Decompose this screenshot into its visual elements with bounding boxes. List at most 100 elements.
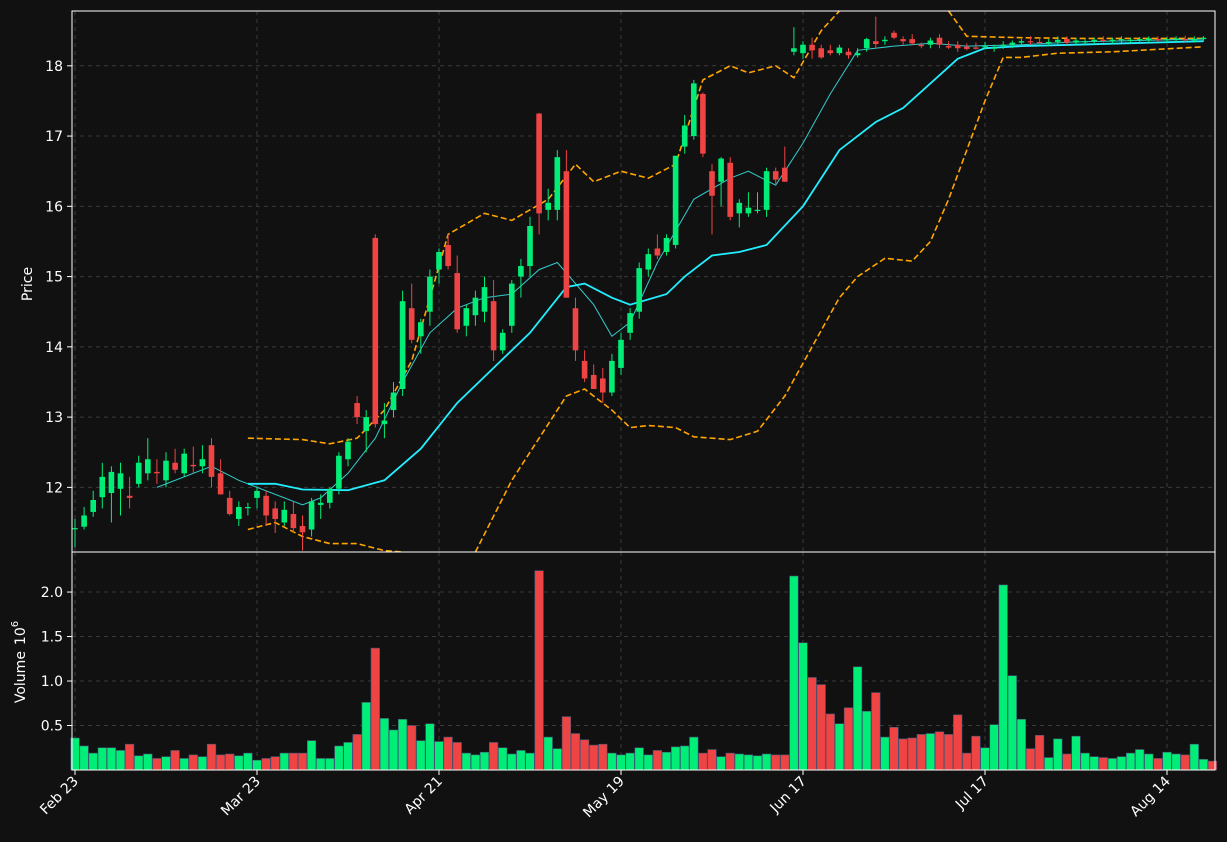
candle-body	[254, 490, 260, 498]
candle-body	[1064, 39, 1070, 43]
candle-body	[90, 500, 96, 512]
volume-bar	[1044, 757, 1054, 771]
volume-bar	[743, 754, 753, 771]
candle-body	[1082, 41, 1088, 43]
price-tick-label: 15	[45, 270, 63, 286]
volume-axis-label: Volume 106	[10, 621, 29, 703]
candle-body	[163, 460, 169, 481]
candle-body	[718, 158, 724, 182]
price-tick-label: 12	[45, 480, 63, 496]
candle-body	[272, 508, 278, 519]
volume-bar	[1089, 756, 1099, 771]
volume-bar	[880, 736, 890, 771]
volume-bar	[270, 756, 280, 771]
volume-bar	[570, 733, 581, 771]
volume-bar	[798, 642, 808, 771]
volume-bar	[661, 751, 672, 771]
candle-body	[1191, 39, 1198, 41]
candle-body	[281, 509, 288, 523]
volume-panel-frame	[71, 551, 1216, 771]
price-tick-label: 13	[45, 410, 63, 426]
candle-body	[1091, 39, 1097, 42]
candle-body	[190, 464, 197, 467]
candle-body	[472, 297, 479, 316]
candle-body	[381, 420, 388, 425]
volume-bar	[907, 737, 917, 771]
volume-bar	[598, 743, 608, 771]
candle-body	[481, 287, 488, 312]
volume-bar	[643, 754, 653, 771]
volume-bar	[1107, 758, 1117, 771]
candle-body	[809, 44, 815, 51]
candle-body	[408, 308, 415, 340]
volume-bar	[1162, 751, 1172, 771]
volume-bar	[388, 729, 399, 771]
candle-body	[581, 360, 588, 379]
volume-bar	[652, 750, 662, 771]
candle-body	[126, 495, 133, 498]
volume-bar	[115, 750, 126, 771]
candle-body	[936, 37, 943, 45]
volume-bar	[434, 741, 444, 771]
candle-body	[226, 497, 233, 515]
volume-bar	[752, 755, 763, 771]
candle-body	[863, 39, 870, 49]
volume-bar	[698, 752, 708, 771]
volume-bar	[316, 758, 326, 771]
candle-body	[1100, 39, 1107, 42]
volume-bar	[1198, 759, 1208, 771]
candle-body	[1164, 39, 1170, 41]
candle-body	[663, 237, 670, 252]
volume-bar	[1035, 734, 1045, 771]
volume-bar	[998, 584, 1008, 771]
candle-body	[600, 378, 606, 393]
volume-bar	[852, 666, 863, 771]
candle-body	[691, 83, 697, 137]
candle-body	[709, 171, 715, 196]
volume-bar	[543, 736, 553, 771]
volume-tick-label: 1.0	[41, 674, 63, 690]
volume-bar	[843, 707, 854, 771]
volume-bar	[161, 756, 171, 771]
volume-bar	[1062, 753, 1072, 771]
volume-bar	[1116, 756, 1127, 771]
volume-bar	[953, 714, 963, 771]
volume-bar	[179, 758, 189, 771]
volume-bar	[925, 733, 935, 771]
volume-bar	[461, 752, 471, 771]
candle-body	[590, 374, 597, 389]
candle-body	[1045, 41, 1052, 44]
candle-body	[645, 254, 652, 270]
volume-bar	[125, 743, 135, 771]
candle-body	[217, 473, 224, 495]
candle-body	[145, 459, 151, 474]
candle-body	[554, 157, 561, 210]
volume-bar	[825, 713, 835, 771]
candle-body	[1073, 40, 1079, 43]
volume-bar	[143, 753, 153, 771]
volume-bar	[1098, 757, 1108, 771]
candle-body	[918, 44, 925, 47]
volume-bar	[761, 753, 772, 771]
volume-bar	[916, 734, 926, 771]
volume-bar	[488, 742, 499, 771]
candle-body	[317, 502, 324, 505]
price-tick-label: 14	[45, 340, 63, 356]
price-y-axis: 12 13 14 15 16 17 18	[45, 59, 72, 496]
candle-body	[81, 515, 87, 527]
candle-body	[327, 488, 333, 503]
candle-body	[973, 47, 979, 49]
candle-body	[627, 313, 633, 333]
volume-bar	[206, 743, 217, 771]
volume-bar	[962, 752, 972, 771]
candle-body	[536, 113, 542, 214]
candle-body	[772, 171, 779, 180]
volume-bar	[188, 754, 198, 771]
price-tick-label: 16	[45, 199, 63, 215]
volume-bar	[607, 752, 617, 771]
volume-bar	[1180, 754, 1190, 771]
candle-body	[654, 248, 661, 256]
candle-body	[236, 507, 242, 519]
candle-body	[1009, 42, 1016, 45]
volume-bar	[780, 754, 790, 771]
